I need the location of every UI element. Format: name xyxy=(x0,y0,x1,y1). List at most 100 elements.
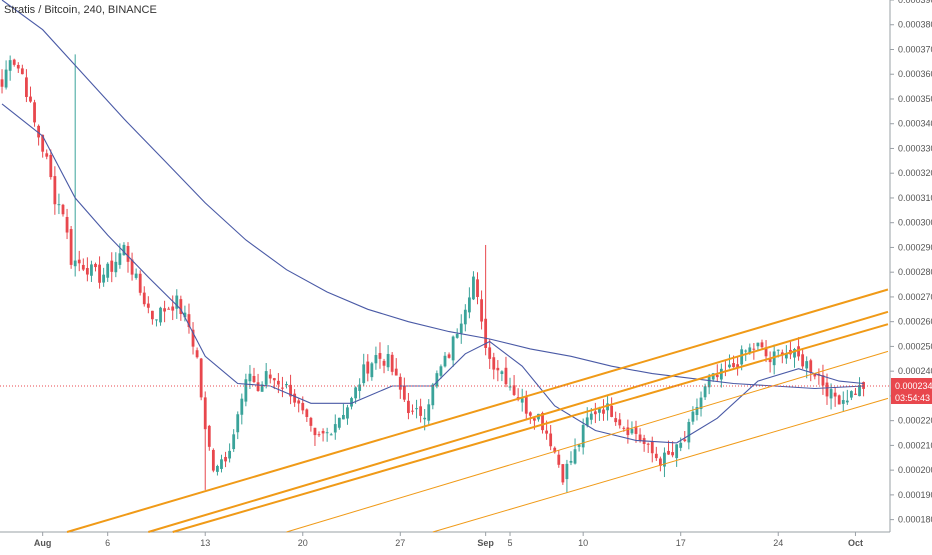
candle-body xyxy=(744,350,748,352)
candle-body xyxy=(793,349,796,358)
candle-body xyxy=(325,432,329,434)
candle-body xyxy=(301,402,305,411)
candle-body xyxy=(500,371,504,374)
candle-body xyxy=(533,418,536,421)
candle-body xyxy=(740,349,744,365)
candle-body xyxy=(272,378,276,381)
candle-body xyxy=(346,407,349,419)
candle-body xyxy=(337,417,341,428)
candle-body xyxy=(443,355,447,367)
y-tick-label: 0.0003700 xyxy=(898,44,932,54)
candle-body xyxy=(146,303,150,308)
candle-body xyxy=(467,297,471,313)
candle-body xyxy=(264,371,268,385)
candle-body xyxy=(845,400,849,403)
candle-body xyxy=(350,398,353,407)
candle-body xyxy=(94,263,97,268)
candle-body xyxy=(752,348,756,350)
candle-body xyxy=(862,382,865,389)
candle-body xyxy=(398,376,402,390)
candle-body xyxy=(638,434,642,441)
candle-body xyxy=(492,357,496,370)
candle-body xyxy=(805,361,809,369)
candle-body xyxy=(435,373,439,387)
candle-body xyxy=(138,273,142,293)
candle-body xyxy=(402,386,406,400)
candle-body xyxy=(679,442,683,448)
candle-body xyxy=(0,79,4,87)
candle-body xyxy=(602,409,605,414)
candle-body xyxy=(394,368,398,376)
candle-body xyxy=(61,204,65,215)
candle-body xyxy=(646,443,650,445)
candle-body xyxy=(829,389,833,399)
candle-body xyxy=(358,384,362,391)
candle-body xyxy=(691,411,695,422)
x-tick-label: 20 xyxy=(298,538,308,548)
candle-body xyxy=(854,393,857,395)
candle-body xyxy=(191,329,195,347)
candle-body xyxy=(776,349,780,351)
candle-body xyxy=(12,59,16,65)
candle-body xyxy=(29,96,32,102)
y-tick-label: 0.0002200 xyxy=(898,416,932,426)
candle-body xyxy=(285,384,288,386)
candle-body xyxy=(159,307,162,323)
y-tick-label: 0.0003800 xyxy=(898,20,932,30)
candle-body xyxy=(593,411,597,415)
y-tick-label: 0.0003100 xyxy=(898,193,932,203)
candle-body xyxy=(732,363,735,368)
candle-body xyxy=(431,384,435,406)
y-tick-label: 0.0002600 xyxy=(898,317,932,327)
x-tick-label: 13 xyxy=(200,538,210,548)
candle-body xyxy=(321,430,325,434)
candle-body xyxy=(342,414,345,420)
candle-body xyxy=(236,414,240,433)
candle-body xyxy=(65,216,69,233)
candle-body xyxy=(451,336,455,361)
candle-body xyxy=(614,418,618,423)
y-tick-label: 0.0002000 xyxy=(898,465,932,475)
candle-body xyxy=(256,382,260,392)
x-tick-label: Oct xyxy=(848,538,863,548)
candle-body xyxy=(675,444,679,459)
candle-body xyxy=(797,346,800,357)
candle-body xyxy=(130,259,134,275)
candle-body xyxy=(81,264,85,270)
candle-body xyxy=(577,444,581,447)
candle-body xyxy=(240,398,244,415)
candle-body xyxy=(606,403,609,411)
candle-body xyxy=(248,373,252,382)
candle-body xyxy=(317,434,321,436)
candle-body xyxy=(699,397,703,409)
candle-body xyxy=(4,69,8,88)
candle-body xyxy=(719,368,723,380)
candle-body xyxy=(736,364,740,368)
candle-body xyxy=(195,350,199,358)
candle-body xyxy=(622,427,626,429)
candle-body xyxy=(329,434,333,436)
candle-body xyxy=(476,279,479,297)
candle-body xyxy=(484,318,488,348)
candle-body xyxy=(73,260,77,267)
candle-body xyxy=(663,452,666,467)
candle-body xyxy=(390,354,394,372)
candle-body xyxy=(41,134,45,152)
candle-body xyxy=(126,245,130,262)
candle-body xyxy=(333,424,337,433)
candle-body xyxy=(630,429,634,434)
candle-body xyxy=(427,404,431,421)
candle-body xyxy=(382,360,386,366)
candle-body xyxy=(134,273,138,278)
x-tick-label: 27 xyxy=(395,538,405,548)
candle-body xyxy=(106,263,110,278)
candle-body xyxy=(183,312,187,318)
candle-body xyxy=(25,77,28,97)
candle-body xyxy=(268,374,272,379)
candle-body xyxy=(20,68,24,75)
candle-body xyxy=(504,367,508,385)
candle-body xyxy=(825,382,829,397)
y-tick-label: 0.0003200 xyxy=(898,168,932,178)
candle-body xyxy=(671,452,674,456)
